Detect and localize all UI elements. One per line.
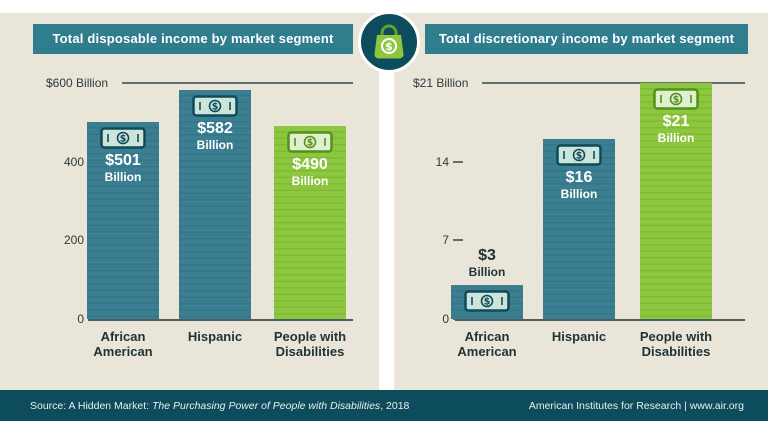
bar-people-with-disabilities — [640, 83, 712, 319]
source-prefix: Source: A Hidden Market: — [30, 399, 152, 412]
x-axis-category-label: African American — [457, 329, 517, 359]
x-axis-category-label: People with Disabilities — [273, 329, 347, 359]
dollar-bill-glyph: $ — [556, 144, 602, 166]
dollar-bill-icon: $ — [192, 95, 238, 117]
svg-text:$: $ — [576, 151, 583, 162]
y-axis-max-label: $600 Billion — [46, 76, 109, 90]
dollar-bill-glyph: $ — [192, 95, 238, 117]
bar-value-label: $21 Billion — [657, 113, 695, 145]
dollar-bill-icon: $ — [556, 144, 602, 166]
y-axis-tick-label: 0 — [77, 312, 84, 326]
dollar-bill-icon: $ — [464, 290, 510, 313]
y-axis-tick-label: 400 — [63, 154, 84, 169]
x-axis-baseline — [88, 319, 353, 321]
x-axis-category-label: Hispanic — [187, 329, 243, 344]
source-italic-title: The Purchasing Power of People with Disa… — [151, 399, 381, 412]
y-axis-tick-label: 200 — [63, 233, 84, 248]
y-axis-tick-mark — [453, 160, 463, 163]
bar-value-label: $16 Billion — [560, 169, 598, 202]
x-axis-category-label: Hispanic — [551, 329, 607, 344]
bar-hispanic — [543, 139, 615, 319]
y-axis-top-gridline — [122, 82, 353, 84]
dollar-bill-icon: $ — [653, 88, 699, 110]
bar-value-label: $490 Billion — [291, 156, 329, 189]
y-axis-tick-label: 7 — [442, 233, 449, 248]
shopping-bag-glyph: $ — [374, 24, 404, 59]
chart-title-disposable: Total disposable income by market segmen… — [33, 24, 353, 54]
bar-value-label: $501 Billion — [104, 151, 142, 184]
bar-hispanic — [179, 90, 251, 319]
dollar-bill-icon: $ — [100, 127, 146, 149]
source-text: Source: A Hidden Market: The Purchasing … — [30, 400, 409, 412]
dollar-bill-icon: $ — [287, 131, 333, 154]
y-axis-tick-label: 14 — [435, 154, 449, 169]
bar-people-with-disabilities — [274, 126, 346, 319]
svg-text:$: $ — [307, 138, 314, 149]
dollar-bill-glyph: $ — [287, 131, 333, 154]
y-axis-top-gridline — [482, 82, 745, 84]
y-axis-tick-label: 0 — [442, 312, 449, 326]
x-axis-category-label: African American — [93, 329, 153, 359]
credit-text: American Institutes for Research | www.a… — [528, 399, 744, 412]
y-axis-tick-mark — [453, 239, 463, 242]
svg-text:$: $ — [120, 133, 127, 144]
charts-layer: $600 Billion 400 200 0 $ $501 Billion African… — [0, 13, 768, 390]
y-axis-max-label: $21 Billion — [413, 76, 469, 90]
svg-text:$: $ — [385, 40, 393, 53]
chart-title-discretionary: Total discretionary income by market seg… — [425, 24, 748, 54]
svg-text:$: $ — [212, 102, 219, 113]
dollar-bill-glyph: $ — [464, 290, 510, 313]
svg-text:$: $ — [484, 297, 491, 308]
dollar-bill-glyph: $ — [653, 88, 699, 110]
shopping-bag-icon: $ — [358, 11, 420, 73]
main-area: Total disposable income by market segmen… — [0, 11, 768, 390]
top-strip — [0, 0, 768, 13]
bar-value-label: $3 Billion — [468, 247, 506, 280]
bar-african-american — [87, 121, 159, 319]
panel-divider — [379, 13, 394, 390]
source-suffix: , 2018 — [380, 399, 410, 412]
dollar-bill-glyph: $ — [100, 127, 146, 149]
svg-text:$: $ — [673, 95, 680, 106]
bar-value-label: $582 Billion — [196, 120, 234, 153]
x-axis-baseline — [455, 319, 745, 321]
footer-bar: Source: A Hidden Market: The Purchasing … — [0, 390, 768, 421]
x-axis-category-label: People with Disabilities — [639, 329, 713, 359]
